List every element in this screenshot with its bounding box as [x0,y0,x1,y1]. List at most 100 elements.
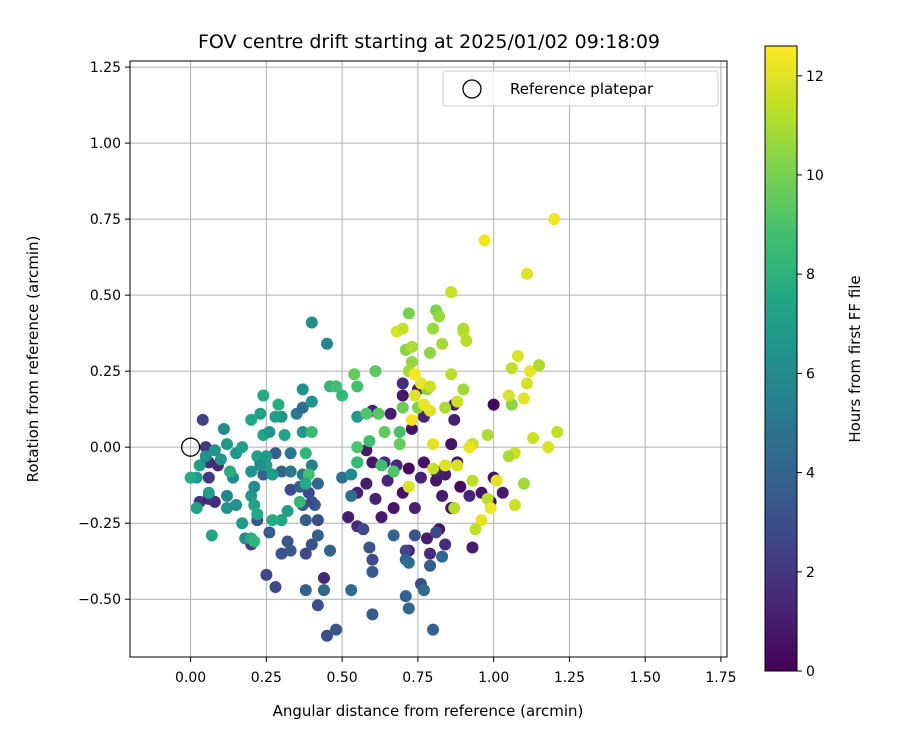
data-point [469,523,482,536]
data-point [248,535,261,548]
data-point [520,267,533,280]
data-point [445,438,458,451]
data-point [324,544,337,557]
data-point [402,602,415,615]
data-point [405,413,418,426]
data-point [330,380,343,393]
data-point [269,410,282,423]
x-tick-label: 0.00 [175,670,206,686]
x-tick-label: 1.00 [478,670,509,686]
data-point [296,383,309,396]
data-point [220,438,233,451]
data-point [475,514,488,527]
data-point [336,389,349,402]
data-point [408,389,421,402]
data-point [405,340,418,353]
data-point [299,514,312,527]
data-point [542,441,555,454]
data-point [378,425,391,438]
data-point [408,529,421,542]
data-point [517,477,530,490]
data-point [317,571,330,584]
data-point [311,599,324,612]
data-point [299,547,312,560]
data-point [248,498,261,511]
colorbar [764,45,798,672]
data-point [311,514,324,527]
data-point [220,502,233,514]
data-points [184,213,564,642]
data-point [230,498,243,511]
data-point [196,413,209,426]
data-point [463,489,476,502]
data-point [551,425,564,438]
data-point [381,474,394,487]
data-point [251,450,264,463]
data-point [275,514,288,527]
data-point [393,425,406,438]
data-point [384,407,397,420]
data-point [417,398,430,411]
data-point [463,441,476,454]
data-point [427,623,440,636]
data-point [427,462,440,475]
data-point [396,401,409,414]
data-point [320,629,333,642]
data-point [248,480,261,493]
data-point [266,468,279,481]
data-point [454,480,467,493]
colorbar-tick-label: 6 [806,366,815,382]
data-point [366,553,379,566]
data-point [508,498,521,511]
y-axis-ticks: −0.50 −0.25 0.00 0.25 0.50 0.75 1.00 1.25 [78,60,130,608]
data-point [278,429,291,442]
data-point [372,407,385,420]
x-tick-label: 0.25 [251,670,282,686]
data-point [448,502,461,514]
data-point [199,441,212,454]
data-point [281,505,294,518]
data-point [460,334,473,347]
data-point [296,425,309,438]
data-point [399,544,412,557]
data-point [548,213,561,226]
data-point [254,459,267,472]
data-point [487,398,500,411]
data-point [284,483,297,496]
data-point [402,480,415,493]
data-point [520,377,533,390]
data-point [439,459,452,472]
data-point [199,450,212,463]
reference-platepar-marker [180,437,201,457]
data-point [430,526,443,539]
data-point [481,492,494,505]
data-point [214,453,227,466]
data-point [305,316,318,329]
data-point [251,508,264,521]
data-point [193,459,206,472]
data-point [436,550,449,563]
colorbar-tick-label: 4 [806,466,815,482]
data-point [224,465,237,478]
legend-box [442,70,719,107]
data-point [399,590,412,603]
reference-marker-group [180,437,201,457]
data-point [342,511,355,524]
data-point [445,286,458,299]
plot-frame [129,60,728,658]
data-point [396,389,409,402]
data-point [414,377,427,390]
data-point [402,307,415,320]
data-point [424,380,437,393]
data-point [275,547,288,560]
data-point [245,465,258,478]
data-point [363,541,376,554]
data-point [430,474,443,487]
data-point [245,489,258,502]
data-point [305,459,318,472]
data-point [351,456,364,469]
colorbar-tick-label: 8 [806,267,815,283]
data-point [502,389,515,402]
data-point [439,468,452,481]
data-point [305,395,318,408]
